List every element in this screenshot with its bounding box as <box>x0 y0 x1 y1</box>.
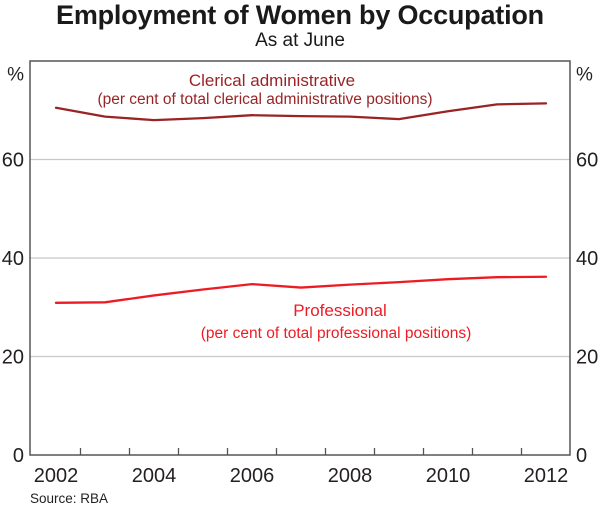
y-tick-label-right: 0 <box>576 445 587 467</box>
x-tick-label: 2012 <box>524 465 569 487</box>
series-label-clerical: Clerical administrative <box>189 71 355 90</box>
x-tick-label: 2008 <box>328 465 373 487</box>
y-tick-label-right: 60 <box>576 150 598 172</box>
plot-frame <box>29 60 571 456</box>
y-axis-unit-right: % <box>576 65 593 86</box>
series-line-clerical <box>54 102 548 122</box>
y-tick-label-left: 40 <box>2 248 24 270</box>
series-label-professional: Professional <box>293 301 387 320</box>
series-line-professional <box>54 275 548 304</box>
chart-title: Employment of Women by Occupation <box>56 0 544 30</box>
series-sublabel-professional: (per cent of total professional position… <box>201 325 472 342</box>
series-sublabel-clerical: (per cent of total clerical administrati… <box>97 91 432 108</box>
y-tick-label-left: 20 <box>2 347 24 369</box>
y-axis-unit-left: % <box>7 65 24 86</box>
x-tick-label: 2004 <box>132 465 177 487</box>
y-tick-label-left: 60 <box>2 150 24 172</box>
y-tick-label-right: 20 <box>576 347 598 369</box>
x-tick-label: 2010 <box>426 465 471 487</box>
chart-subtitle: As at June <box>255 30 345 51</box>
y-tick-label-left: 0 <box>13 445 24 467</box>
x-tick-label: 2006 <box>230 465 275 487</box>
y-tick-label-right: 40 <box>576 248 598 270</box>
source-note: Source: RBA <box>30 491 109 506</box>
x-tick-label: 2002 <box>34 465 79 487</box>
